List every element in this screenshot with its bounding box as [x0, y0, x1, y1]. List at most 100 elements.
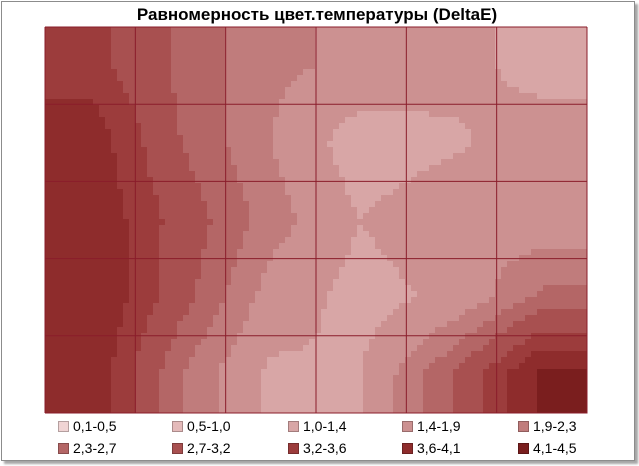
- heatmap-sample: [69, 261, 76, 268]
- heatmap-sample: [309, 147, 316, 154]
- heatmap-sample: [141, 237, 148, 244]
- heatmap-sample: [453, 129, 460, 136]
- heatmap-sample: [459, 345, 466, 352]
- heatmap-sample: [495, 267, 502, 274]
- heatmap-sample: [57, 69, 64, 76]
- heatmap-sample: [471, 195, 478, 202]
- heatmap-sample: [303, 339, 310, 346]
- heatmap-sample: [219, 93, 226, 100]
- heatmap-sample: [237, 285, 244, 292]
- heatmap-sample: [507, 285, 514, 292]
- heatmap-sample: [303, 105, 310, 112]
- heatmap-sample: [141, 213, 148, 220]
- heatmap-sample: [45, 309, 52, 316]
- heatmap-sample: [519, 243, 526, 250]
- heatmap-sample: [57, 297, 64, 304]
- heatmap-sample: [261, 345, 268, 352]
- heatmap-sample: [435, 267, 442, 274]
- heatmap-sample: [447, 315, 454, 322]
- heatmap-sample: [459, 237, 466, 244]
- heatmap-sample: [489, 273, 496, 280]
- heatmap-sample: [303, 147, 310, 154]
- heatmap-sample: [351, 51, 358, 58]
- heatmap-sample: [297, 87, 304, 94]
- heatmap-sample: [93, 189, 100, 196]
- heatmap-sample: [279, 231, 286, 238]
- heatmap-sample: [315, 213, 322, 220]
- heatmap-sample: [105, 39, 112, 46]
- heatmap-sample: [309, 261, 316, 268]
- heatmap-sample: [189, 213, 196, 220]
- heatmap-sample: [435, 285, 442, 292]
- heatmap-sample: [291, 309, 298, 316]
- heatmap-sample: [315, 183, 322, 190]
- heatmap-sample: [453, 327, 460, 334]
- heatmap-sample: [351, 99, 358, 106]
- heatmap-sample: [507, 309, 514, 316]
- heatmap-sample: [279, 213, 286, 220]
- heatmap-sample: [267, 141, 274, 148]
- heatmap-sample: [171, 147, 178, 154]
- heatmap-sample: [105, 225, 112, 232]
- heatmap-sample: [273, 219, 280, 226]
- heatmap-sample: [327, 261, 334, 268]
- heatmap-sample: [417, 165, 424, 172]
- heatmap-sample: [327, 51, 334, 58]
- heatmap-sample: [507, 279, 514, 286]
- heatmap-sample: [111, 291, 118, 298]
- heatmap-sample: [45, 75, 52, 82]
- heatmap-sample: [291, 189, 298, 196]
- heatmap-sample: [489, 237, 496, 244]
- heatmap-sample: [81, 351, 88, 358]
- heatmap-sample: [321, 171, 328, 178]
- heatmap-sample: [453, 189, 460, 196]
- heatmap-sample: [447, 351, 454, 358]
- heatmap-sample: [405, 159, 412, 166]
- heatmap-sample: [387, 129, 394, 136]
- heatmap-sample: [567, 141, 574, 148]
- heatmap-sample: [513, 81, 520, 88]
- heatmap-sample: [357, 297, 364, 304]
- heatmap-sample: [315, 303, 322, 310]
- heatmap-sample: [525, 189, 532, 196]
- heatmap-sample: [417, 303, 424, 310]
- heatmap-sample: [129, 345, 136, 352]
- heatmap-sample: [363, 99, 370, 106]
- heatmap-sample: [579, 81, 586, 88]
- heatmap-sample: [309, 303, 316, 310]
- heatmap-sample: [135, 87, 142, 94]
- heatmap-sample: [195, 207, 202, 214]
- heatmap-sample: [165, 291, 172, 298]
- heatmap-sample: [201, 135, 208, 142]
- heatmap-sample: [447, 51, 454, 58]
- heatmap-sample: [567, 225, 574, 232]
- heatmap-sample: [189, 135, 196, 142]
- heatmap-sample: [153, 81, 160, 88]
- heatmap-sample: [453, 231, 460, 238]
- heatmap-sample: [87, 39, 94, 46]
- heatmap-sample: [417, 177, 424, 184]
- heatmap-sample: [513, 285, 520, 292]
- heatmap-sample: [267, 33, 274, 40]
- heatmap-sample: [549, 69, 556, 76]
- heatmap-sample: [75, 345, 82, 352]
- heatmap-sample: [219, 123, 226, 130]
- heatmap-sample: [585, 165, 588, 172]
- heatmap-sample: [543, 57, 550, 64]
- heatmap-sample: [417, 297, 424, 304]
- heatmap-sample: [273, 309, 280, 316]
- heatmap-sample: [453, 117, 460, 124]
- heatmap-sample: [477, 183, 484, 190]
- heatmap-sample: [213, 279, 220, 286]
- heatmap-sample: [423, 285, 430, 292]
- heatmap-sample: [579, 33, 586, 40]
- heatmap-sample: [255, 27, 262, 34]
- heatmap-sample: [369, 177, 376, 184]
- heatmap-sample: [411, 225, 418, 232]
- heatmap-sample: [87, 93, 94, 100]
- heatmap-sample: [231, 105, 238, 112]
- heatmap-sample: [327, 219, 334, 226]
- heatmap-sample: [537, 39, 544, 46]
- heatmap-sample: [537, 219, 544, 226]
- heatmap-sample: [99, 273, 106, 280]
